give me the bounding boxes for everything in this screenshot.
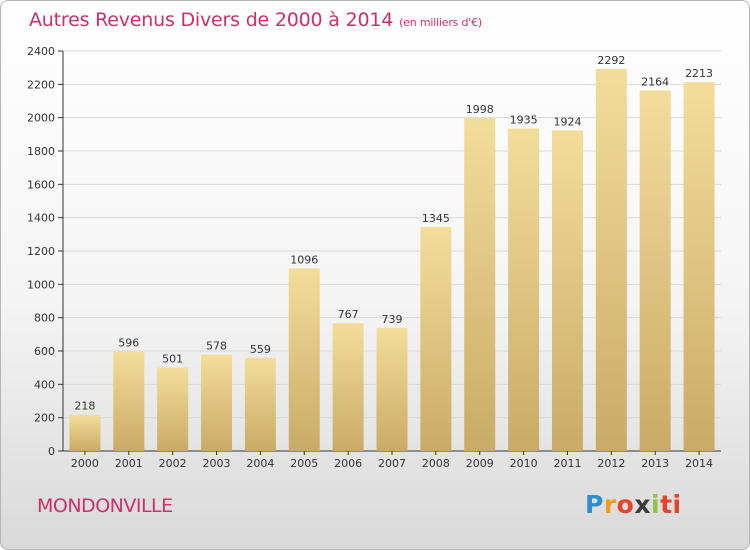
chart-subtitle: (en milliers d'€) bbox=[399, 16, 483, 29]
chart-title: Autres Revenus Divers de 2000 à 2014 (en … bbox=[29, 9, 483, 31]
bar-2014 bbox=[683, 82, 715, 452]
x-tick-label: 2011 bbox=[553, 457, 581, 470]
value-label: 1935 bbox=[510, 114, 538, 127]
y-tick-label: 800 bbox=[34, 312, 55, 325]
bar-2009 bbox=[464, 118, 496, 451]
y-tick-label: 2400 bbox=[27, 45, 55, 58]
x-tick-label: 2007 bbox=[378, 457, 406, 470]
value-label: 2213 bbox=[685, 67, 713, 80]
bar-2001 bbox=[113, 351, 145, 451]
bar-2002 bbox=[157, 367, 189, 451]
value-label: 1924 bbox=[553, 115, 581, 128]
x-tick-label: 2013 bbox=[641, 457, 669, 470]
value-labels: 218 596 501 578 559 1096 767 739 1345 1998 1935 192… bbox=[74, 54, 713, 413]
bar-2004 bbox=[244, 357, 276, 451]
bar-2005 bbox=[288, 268, 320, 451]
x-tick-label: 2003 bbox=[203, 457, 231, 470]
y-tick-label: 0 bbox=[48, 445, 55, 458]
bars bbox=[69, 69, 715, 452]
value-label: 1998 bbox=[466, 103, 494, 116]
x-tick-label: 2002 bbox=[159, 457, 187, 470]
bar-2012 bbox=[595, 69, 627, 451]
value-label: 218 bbox=[74, 400, 95, 413]
bar-2013 bbox=[639, 90, 671, 451]
bar-2000 bbox=[69, 414, 101, 451]
x-tick-label: 2010 bbox=[510, 457, 538, 470]
y-tick-label: 1600 bbox=[27, 178, 55, 191]
bar-2010 bbox=[508, 128, 540, 451]
commune-name: MONDONVILLE bbox=[37, 495, 173, 517]
bar-2011 bbox=[551, 130, 583, 452]
x-tick-label: 2006 bbox=[334, 457, 362, 470]
value-label: 578 bbox=[206, 340, 227, 353]
y-tick-label: 2000 bbox=[27, 112, 55, 125]
y-tick-label: 1000 bbox=[27, 278, 55, 291]
x-tick-label: 2012 bbox=[597, 457, 625, 470]
value-label: 1345 bbox=[422, 212, 450, 225]
value-label: 767 bbox=[338, 308, 359, 321]
value-label: 2292 bbox=[597, 54, 625, 67]
bar-2007 bbox=[376, 327, 408, 451]
y-tick-label: 2200 bbox=[27, 78, 55, 91]
y-tick-label: 1800 bbox=[27, 145, 55, 158]
y-tick-label: 600 bbox=[34, 345, 55, 358]
value-label: 2164 bbox=[641, 75, 669, 88]
bar-2008 bbox=[420, 226, 452, 451]
value-label: 1096 bbox=[290, 253, 318, 266]
x-tick-label: 2005 bbox=[290, 457, 318, 470]
proxiti-logo: Proxiti bbox=[585, 490, 682, 519]
x-tick-label: 2001 bbox=[115, 457, 143, 470]
bar-2003 bbox=[201, 354, 233, 451]
y-tick-label: 1200 bbox=[27, 245, 55, 258]
x-tick-label: 2014 bbox=[685, 457, 713, 470]
x-tick-label: 2008 bbox=[422, 457, 450, 470]
value-label: 559 bbox=[250, 343, 271, 356]
value-label: 739 bbox=[382, 313, 403, 326]
bar-2006 bbox=[332, 323, 364, 451]
y-tick-label: 400 bbox=[34, 378, 55, 391]
value-label: 501 bbox=[162, 353, 183, 366]
x-tick-label: 2004 bbox=[246, 457, 274, 470]
value-label: 596 bbox=[118, 337, 139, 350]
y-tick-label: 200 bbox=[34, 412, 55, 425]
y-tick-label: 1400 bbox=[27, 212, 55, 225]
x-tick-label: 2009 bbox=[466, 457, 494, 470]
x-tick-label: 2000 bbox=[71, 457, 99, 470]
